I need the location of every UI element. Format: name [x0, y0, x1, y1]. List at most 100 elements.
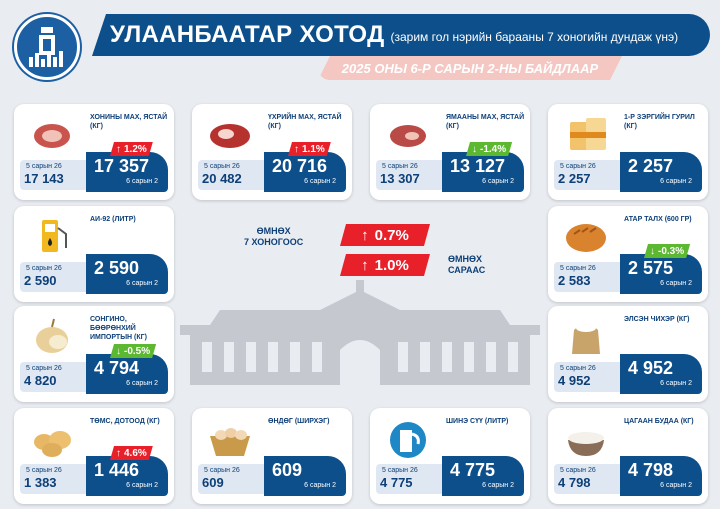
change-badge: ↑ 4.6%: [110, 446, 153, 460]
current-price-box: 2 257 6 сарын 2: [620, 152, 702, 192]
previous-price-box: 5 сарын 26 4 798: [554, 464, 620, 494]
current-date: 6 сарын 2: [304, 178, 336, 185]
item-name: АТАР ТАЛХ (600 ГР): [624, 216, 692, 223]
current-date: 6 сарын 2: [304, 482, 336, 489]
previous-price-box: 5 сарын 26 2 583: [554, 262, 620, 292]
price-card: ҮХРИЙН МАХ, ЯСТАЙ (КГ) 5 сарын 26 20 482…: [192, 104, 352, 200]
price-card: ШИНЭ СҮҮ (ЛИТР) 5 сарын 26 4 775 4 775 6…: [370, 408, 530, 504]
bread-icon: [566, 224, 606, 252]
current-price: 2 575: [628, 258, 674, 278]
previous-price: 609: [202, 475, 224, 490]
previous-price: 2 590: [24, 273, 57, 288]
page-subtitle: (зарим гол нэрийн барааны 7 хоногийн дун…: [390, 30, 679, 44]
previous-price-box: 5 сарын 26 4 952: [554, 362, 620, 392]
current-price-box: 4 794 6 сарын 2: [86, 354, 168, 394]
current-price-box: 4 952 6 сарын 2: [620, 354, 702, 394]
current-price-box: 2 590 6 сарын 2: [86, 254, 168, 294]
previous-date: 5 сарын 26: [560, 265, 596, 272]
previous-price-box: 5 сарын 26 4 775: [376, 464, 442, 494]
month-change-badge: ↑ 1.0%: [340, 254, 430, 276]
item-name: ӨНДӨГ (ШИРХЭГ): [268, 418, 330, 425]
price-card: АИ-92 (ЛИТР) 5 сарын 26 2 590 2 590 6 са…: [14, 206, 174, 302]
previous-price: 2 257: [558, 171, 591, 186]
previous-date: 5 сарын 26: [26, 467, 62, 474]
arrow-up-icon: ↑: [361, 226, 369, 244]
previous-date: 5 сарын 26: [26, 265, 62, 272]
price-card: 1-Р ЗЭРГИЙН ГУРИЛ (КГ) 5 сарын 26 2 257 …: [548, 104, 708, 200]
change-value: -0.3%: [658, 245, 685, 257]
government-palace-illustration: [180, 280, 540, 385]
current-date: 6 сарын 2: [482, 178, 514, 185]
previous-date: 5 сарын 26: [204, 163, 240, 170]
month-label: ӨМНӨХ САРААС: [448, 254, 486, 276]
item-name: ТӨМС, ДОТООД (КГ): [90, 418, 160, 425]
arrow-up-icon: ↑: [116, 447, 121, 459]
item-name: АИ-92 (ЛИТР): [90, 216, 136, 223]
item-name: ЦАГААН БУДАА (КГ): [624, 418, 694, 425]
title-bar: УЛААНБААТАР ХОТОД (зарим гол нэрийн бара…: [92, 14, 710, 56]
previous-date: 5 сарын 26: [560, 467, 596, 474]
change-badge: ↑ 1.1%: [288, 142, 331, 156]
statistics-office-logo-icon: [14, 14, 80, 80]
item-name: ШИНЭ СҮҮ (ЛИТР): [446, 418, 509, 425]
previous-price: 4 775: [380, 475, 413, 490]
change-badge: ↓ -0.3%: [644, 244, 690, 258]
previous-date: 5 сарын 26: [204, 467, 240, 474]
current-date: 6 сарын 2: [126, 482, 158, 489]
current-price-box: 13 127 6 сарын 2: [442, 152, 524, 192]
item-name: ЯМААНЫ МАХ, ЯСТАЙ (КГ): [446, 114, 525, 130]
previous-price-box: 5 сарын 26 1 383: [20, 464, 86, 494]
previous-price: 20 482: [202, 171, 242, 186]
price-card: ТӨМС, ДОТООД (КГ) 5 сарын 26 1 383 1 446…: [14, 408, 174, 504]
price-card: ӨНДӨГ (ШИРХЭГ) 5 сарын 26 609 609 6 сары…: [192, 408, 352, 504]
mutton-icon: [34, 124, 70, 148]
current-price-box: 20 716 6 сарын 2: [264, 152, 346, 192]
week-label: ӨМНӨХ 7 ХОНОГООС: [244, 226, 304, 248]
previous-date: 5 сарын 26: [26, 365, 62, 372]
previous-price-box: 5 сарын 26 17 143: [20, 160, 86, 190]
price-card: ЦАГААН БУДАА (КГ) 5 сарын 26 4 798 4 798…: [548, 408, 708, 504]
arrow-up-icon: ↑: [116, 143, 121, 155]
date-banner: 2025 ОНЫ 6-Р САРЫН 2-НЫ БАЙДЛААР: [318, 56, 622, 80]
arrow-down-icon: ↓: [650, 245, 655, 257]
page-title: УЛААНБААТАР ХОТОД: [110, 21, 385, 48]
current-price: 4 794: [94, 358, 140, 378]
previous-date: 5 сарын 26: [560, 365, 596, 372]
change-value: -0.5%: [124, 345, 151, 357]
current-price: 2 590: [94, 258, 140, 278]
current-price: 4 775: [450, 460, 496, 480]
week-change-value: 0.7%: [374, 226, 409, 244]
previous-date: 5 сарын 26: [560, 163, 596, 170]
previous-price-box: 5 сарын 26 609: [198, 464, 264, 494]
change-badge: ↑ 1.2%: [110, 142, 153, 156]
fuel-pump-icon: [42, 220, 67, 252]
potato-icon: [34, 431, 71, 457]
change-value: -1.4%: [480, 143, 507, 155]
previous-date: 5 сарын 26: [382, 467, 418, 474]
previous-price: 2 583: [558, 273, 591, 288]
current-price: 20 716: [272, 156, 328, 176]
previous-price: 4 820: [24, 373, 57, 388]
current-price: 13 127: [450, 156, 506, 176]
current-date: 6 сарын 2: [482, 482, 514, 489]
arrow-down-icon: ↓: [116, 345, 121, 357]
current-price: 609: [272, 460, 303, 480]
current-date: 6 сарын 2: [660, 482, 692, 489]
current-price-box: 4 775 6 сарын 2: [442, 456, 524, 496]
current-price-box: 609 6 сарын 2: [264, 456, 346, 496]
arrow-up-icon: ↑: [361, 256, 369, 274]
rice-bowl-icon: [568, 432, 604, 456]
week-change-badge: ↑ 0.7%: [340, 224, 430, 246]
current-price-box: 2 575 6 сарын 2: [620, 254, 702, 294]
current-date: 6 сарын 2: [660, 280, 692, 287]
previous-price: 4 798: [558, 475, 591, 490]
change-badge: ↓ -0.5%: [110, 344, 156, 358]
current-price-box: 17 357 6 сарын 2: [86, 152, 168, 192]
arrow-down-icon: ↓: [472, 143, 477, 155]
change-badge: ↓ -1.4%: [466, 142, 512, 156]
current-date: 6 сарын 2: [126, 380, 158, 387]
price-card: АТАР ТАЛХ (600 ГР) 5 сарын 26 2 583 2 57…: [548, 206, 708, 302]
price-card: СОНГИНО, БӨӨРӨНХИЙ ИМПОРТЫН (КГ) 5 сарын…: [14, 306, 174, 402]
current-price: 17 357: [94, 156, 150, 176]
